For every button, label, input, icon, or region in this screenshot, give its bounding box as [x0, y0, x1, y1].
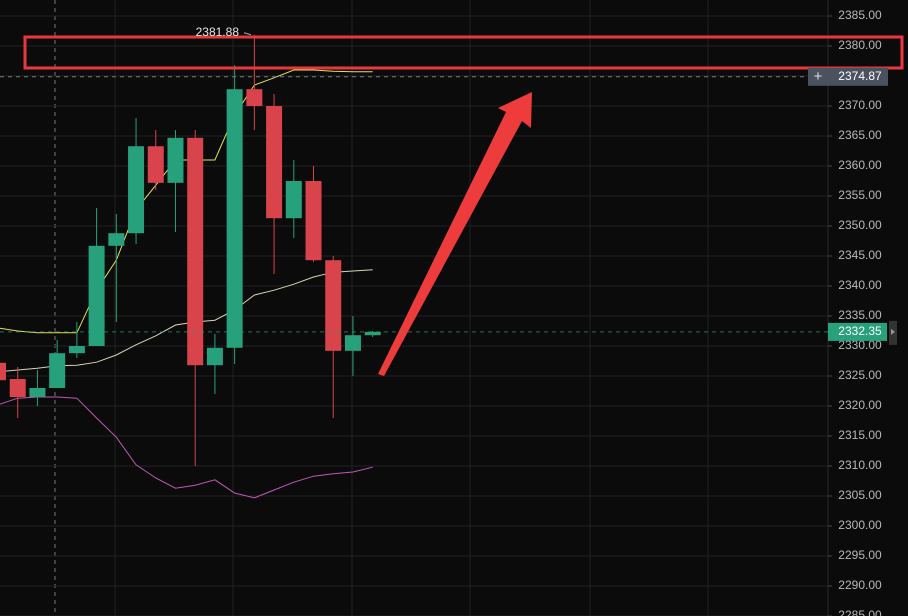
candle-body	[364, 331, 381, 336]
last-price-label: 2332.35	[838, 324, 882, 338]
y-tick-label: 2360.00	[838, 158, 882, 172]
candle-body	[206, 347, 223, 366]
arrow	[378, 92, 532, 376]
candle-body	[285, 181, 302, 219]
y-tick-label: 2315.00	[838, 428, 882, 442]
y-tick-label: 2305.00	[838, 488, 882, 502]
y-tick-label: 2370.00	[838, 98, 882, 112]
candle-body	[167, 137, 184, 183]
crosshair-price-label: 2374.87	[838, 69, 882, 83]
y-tick-label: 2345.00	[838, 248, 882, 262]
candle-body	[147, 146, 164, 183]
y-tick-label: 2300.00	[838, 518, 882, 532]
y-tick-label: 2330.00	[838, 338, 882, 352]
candle-body	[29, 388, 46, 398]
candle-body	[246, 89, 263, 107]
candle-body	[226, 89, 243, 348]
y-tick-label: 2320.00	[838, 398, 882, 412]
plot	[0, 15, 828, 616]
candle-body	[0, 362, 6, 381]
y-tick-label: 2335.00	[838, 308, 882, 322]
y-tick-label: 2380.00	[838, 38, 882, 52]
crosshair-plus: +	[814, 68, 823, 85]
side-handle-arrow	[891, 328, 895, 335]
indicator-line	[0, 396, 373, 499]
candle-body	[88, 245, 105, 347]
y-tick-label: 2290.00	[838, 578, 882, 592]
candle-body	[344, 335, 361, 351]
candle-body	[325, 260, 342, 351]
y-tick-label: 2355.00	[838, 188, 882, 202]
candle-body	[49, 353, 66, 389]
crosshair-box	[808, 67, 888, 86]
candle-body	[266, 106, 283, 219]
y-tick-label: 2295.00	[838, 548, 882, 562]
y-tick-label: 2285.00	[838, 608, 882, 616]
candle-body	[187, 137, 204, 366]
candle-body	[68, 346, 85, 354]
high-marker-label: 2381.88	[196, 25, 240, 39]
indicator-line	[0, 69, 373, 334]
highlight-box	[23, 35, 904, 70]
y-tick-label: 2310.00	[838, 458, 882, 472]
y-tick-label: 2365.00	[838, 128, 882, 142]
y-tick-label: 2350.00	[838, 218, 882, 232]
y-tick-label: 2325.00	[838, 368, 882, 382]
y-tick-label: 2385.00	[838, 8, 882, 22]
candle-body	[108, 233, 125, 246]
high-marker-line	[243, 32, 252, 36]
candle-body	[305, 181, 322, 261]
last-price-box	[828, 322, 887, 341]
candle-body	[128, 146, 145, 234]
candle-body	[9, 379, 26, 398]
y-tick-label: 2340.00	[838, 278, 882, 292]
